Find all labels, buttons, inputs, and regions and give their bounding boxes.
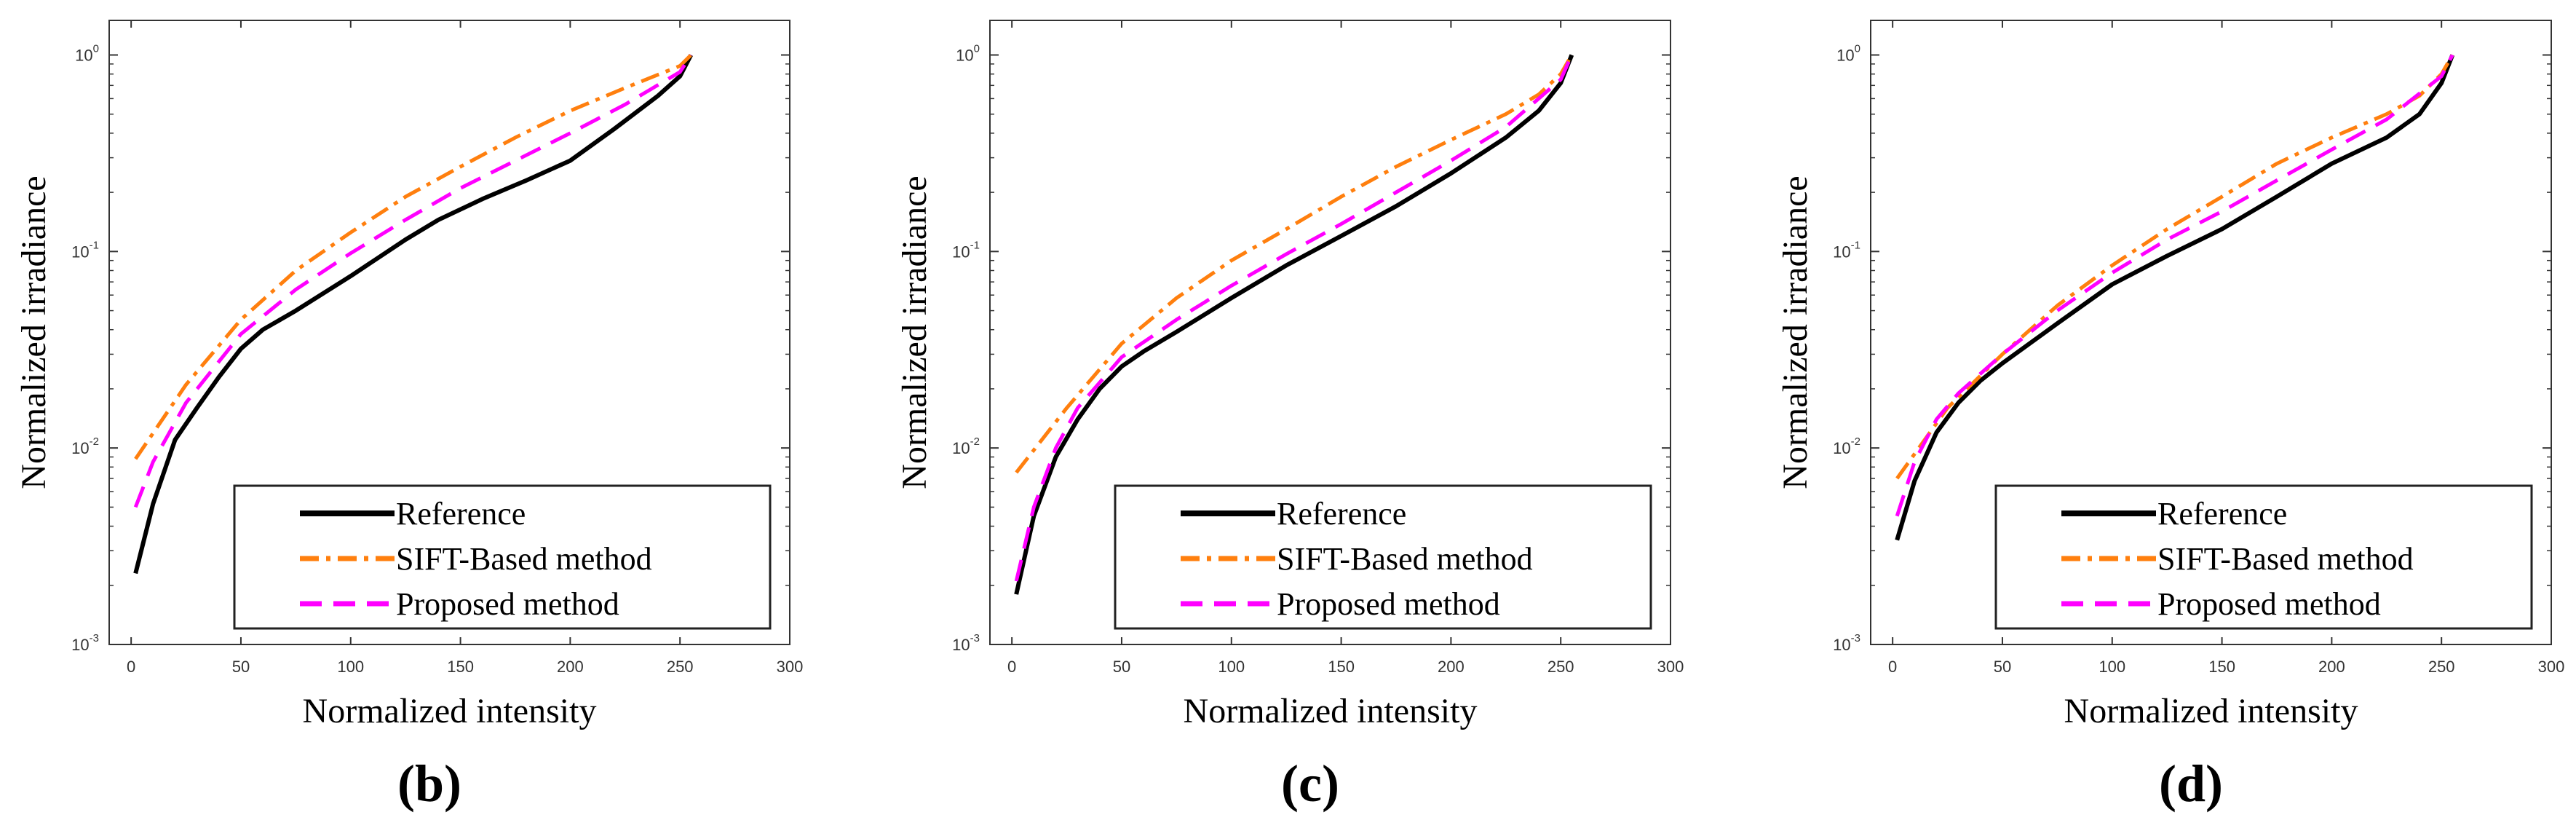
legend: Reference SIFT-Based method Proposed metho… [1114,484,1652,630]
x-tick-label: 250 [2428,658,2455,676]
chart-panel-1: 0 50 100 150 200 250 300 10-3 10-2 10-1 100 Normali… [895,20,1684,813]
y-tick-label: 10-2 [952,435,980,457]
y-tick-label: 10-3 [71,632,99,654]
y-tick-label: 10-1 [1833,239,1860,261]
legend: Reference SIFT-Based method Proposed metho… [233,484,772,630]
x-axis-label: Normalized intensity [1184,692,1478,730]
series-line-reference [133,54,693,575]
x-tick-label: 200 [2318,658,2345,676]
x-tick-label: 250 [1547,658,1574,676]
x-tick-label: 300 [1657,658,1684,676]
y-tick-label: 100 [1836,43,1860,65]
y-axis-label: Normalized irradiance [1776,176,1815,489]
series-line-sift-based-method [134,53,693,460]
x-tick-label: 300 [2538,658,2565,676]
x-tick-label: 250 [667,658,694,676]
x-tick-label: 150 [2208,658,2235,676]
y-tick-label: 10-3 [952,632,980,654]
series-line-proposed-method [1014,54,1574,582]
y-tick-label: 10-2 [1833,435,1860,457]
legend-entry-label: Proposed method [2157,586,2381,622]
legend: Reference SIFT-Based method Proposed metho… [1994,484,2533,630]
series-line-reference [1014,54,1574,595]
legend-entry-label: SIFT-Based method [1277,541,1533,577]
y-tick-label: 100 [75,43,99,65]
legend-entry-label: Reference [1277,496,1406,532]
x-tick-label: 100 [2099,658,2125,676]
x-tick-label: 50 [1994,658,2011,676]
series-line-reference [1895,54,2455,541]
y-tick-label: 10-2 [71,435,99,457]
x-tick-label: 50 [232,658,250,676]
x-tick-label: 0 [1888,658,1897,676]
panel-label: (c) [1281,754,1339,813]
y-tick-label: 10-1 [952,239,980,261]
chart-panel-2: 0 50 100 150 200 250 300 10-3 10-2 10-1 100 Normali… [1776,20,2564,813]
series-line-proposed-method [133,54,693,508]
x-tick-label: 150 [1328,658,1355,676]
x-tick-label: 50 [1113,658,1130,676]
legend-box [1994,484,2533,630]
series-line-proposed-method [1895,54,2454,517]
chart-panel-0: 0 50 100 150 200 250 300 10-3 10-2 10-1 100 Normali… [15,20,803,813]
x-tick-label: 300 [777,658,804,676]
y-axis-label: Normalized irradiance [15,176,53,489]
y-tick-label: 10-1 [71,239,99,261]
legend-entry-label: Reference [2157,496,2287,532]
x-tick-label: 200 [1438,658,1465,676]
y-tick-label: 10-3 [1833,632,1860,654]
legend-box [1114,484,1652,630]
x-tick-label: 200 [557,658,584,676]
x-tick-label: 100 [1218,658,1245,676]
series-line-sift-based-method [1015,54,1574,474]
x-tick-label: 150 [447,658,474,676]
panel-label: (d) [2159,754,2223,813]
legend-entry-label: SIFT-Based method [396,541,652,577]
legend-entry-label: SIFT-Based method [2157,541,2414,577]
x-tick-label: 100 [337,658,364,676]
y-tick-label: 100 [956,43,980,65]
legend-entry-label: Proposed method [1277,586,1500,622]
legend-entry-label: Reference [396,496,526,532]
panel-label: (b) [397,754,461,813]
x-axis-label: Normalized intensity [2064,692,2358,730]
x-axis-label: Normalized intensity [303,692,597,730]
legend-box [233,484,772,630]
y-axis-label: Normalized irradiance [895,176,934,489]
legend-entry-label: Proposed method [396,586,619,622]
x-tick-label: 0 [1007,658,1016,676]
x-tick-label: 0 [127,658,135,676]
